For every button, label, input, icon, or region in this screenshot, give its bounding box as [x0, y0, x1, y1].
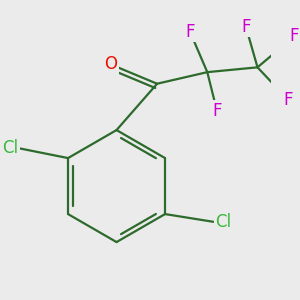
Text: F: F: [290, 27, 299, 45]
Text: Cl: Cl: [2, 140, 18, 158]
Text: O: O: [104, 56, 117, 74]
Text: F: F: [212, 102, 222, 120]
Text: F: F: [284, 91, 293, 109]
Text: F: F: [185, 22, 195, 40]
Text: Cl: Cl: [215, 213, 231, 231]
Text: F: F: [241, 18, 251, 36]
